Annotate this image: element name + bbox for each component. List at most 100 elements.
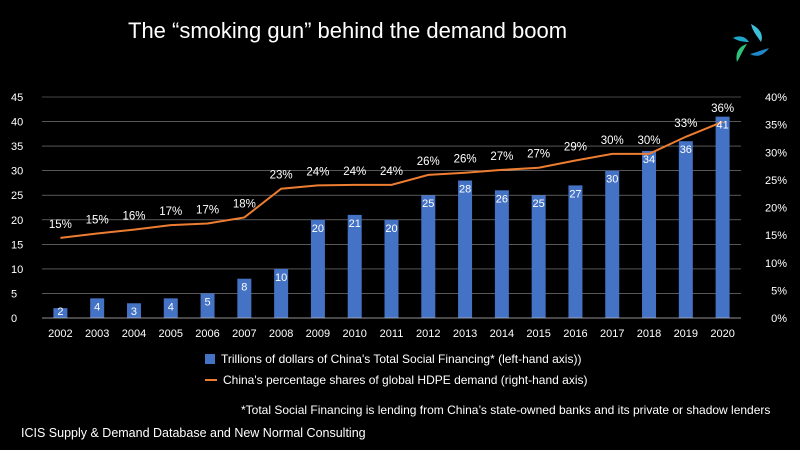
line-value-label: 26% xyxy=(417,156,440,168)
x-tick-label: 2020 xyxy=(710,328,734,340)
chart-title: The “smoking gun” behind the demand boom xyxy=(128,18,568,43)
line-value-label: 23% xyxy=(270,170,293,182)
line-value-label: 36% xyxy=(711,103,734,115)
x-tick-label: 2004 xyxy=(122,328,146,340)
bar-value-label: 8 xyxy=(241,282,247,294)
bar-value-label: 4 xyxy=(168,301,174,313)
line-value-label: 26% xyxy=(454,154,477,166)
x-tick-label: 2005 xyxy=(159,328,183,340)
left-tick-label: 35 xyxy=(11,141,23,153)
right-tick-label: 15% xyxy=(765,230,787,242)
left-tick-label: 30 xyxy=(11,166,23,178)
bar-value-label: 10 xyxy=(275,272,287,284)
line-value-label: 24% xyxy=(306,166,329,178)
x-tick-label: 2014 xyxy=(490,328,514,340)
right-tick-label: 20% xyxy=(765,203,787,215)
bar-value-label: 25 xyxy=(533,198,545,210)
legend-line-label: China's percentage shares of global HDPE… xyxy=(223,372,588,387)
bar-value-label: 27 xyxy=(569,188,581,200)
x-tick-label: 2018 xyxy=(637,328,661,340)
footnote: *Total Social Financing is lending from … xyxy=(241,403,771,417)
bar xyxy=(384,219,399,318)
bar-value-label: 30 xyxy=(606,174,618,186)
bar xyxy=(531,195,546,318)
line-value-label: 30% xyxy=(601,135,624,147)
left-tick-label: 15 xyxy=(11,239,23,251)
bar xyxy=(310,219,325,318)
legend-bar-swatch xyxy=(205,353,215,364)
x-tick-label: 2016 xyxy=(563,328,587,340)
left-tick-label: 10 xyxy=(11,264,23,276)
right-tick-label: 0% xyxy=(771,313,787,325)
x-tick-label: 2019 xyxy=(674,328,698,340)
bar-value-label: 26 xyxy=(496,193,508,205)
bar-value-label: 25 xyxy=(422,198,434,210)
source-note: ICIS Supply & Demand Database and New No… xyxy=(21,426,366,440)
right-tick-label: 5% xyxy=(771,285,787,297)
x-tick-label: 2009 xyxy=(306,328,330,340)
left-tick-label: 25 xyxy=(11,190,23,202)
x-tick-label: 2007 xyxy=(232,328,256,340)
right-tick-label: 35% xyxy=(765,120,787,132)
line-value-label: 27% xyxy=(527,149,550,161)
bar xyxy=(568,185,583,318)
line-value-label: 24% xyxy=(380,166,403,178)
bar-value-label: 4 xyxy=(94,301,100,313)
bar xyxy=(458,180,473,318)
bar-value-label: 28 xyxy=(459,183,471,195)
x-tick-label: 2012 xyxy=(416,328,440,340)
x-tick-label: 2015 xyxy=(526,328,550,340)
line-value-label: 24% xyxy=(343,166,366,178)
line-value-label: 15% xyxy=(86,214,109,226)
line-value-label: 30% xyxy=(638,135,661,147)
line-series xyxy=(60,120,723,239)
hdpe-share-line xyxy=(60,120,723,239)
line-value-label: 15% xyxy=(49,219,72,231)
bar-series xyxy=(53,116,730,319)
bar-value-label: 3 xyxy=(131,306,137,318)
x-tick-label: 2017 xyxy=(600,328,624,340)
line-value-label: 17% xyxy=(159,206,182,218)
bar xyxy=(347,214,362,318)
legend-line-swatch xyxy=(205,378,217,381)
bar xyxy=(421,195,436,318)
x-tick-label: 2013 xyxy=(453,328,477,340)
bar-value-label: 34 xyxy=(643,154,655,166)
bar xyxy=(237,278,252,318)
bar xyxy=(642,151,657,318)
right-tick-label: 10% xyxy=(765,258,787,270)
line-value-label: 18% xyxy=(233,198,256,210)
right-tick-label: 30% xyxy=(765,147,787,159)
bar xyxy=(274,268,289,318)
bar xyxy=(163,298,178,318)
axes: 0510152025303540450%5%10%15%20%25%30%35%… xyxy=(11,92,787,340)
bar-value-label: 5 xyxy=(204,296,210,308)
icis-logo-icon xyxy=(733,24,769,62)
line-value-label: 29% xyxy=(564,142,587,154)
bar xyxy=(494,190,509,318)
legend-item-bars: Trillions of dollars of China's Total So… xyxy=(205,348,588,369)
bar-value-label: 36 xyxy=(680,144,692,156)
x-tick-label: 2002 xyxy=(48,328,72,340)
left-tick-label: 40 xyxy=(11,117,23,129)
legend-item-line: China's percentage shares of global HDPE… xyxy=(205,369,588,390)
bar-value-label: 21 xyxy=(349,218,361,230)
line-value-label: 33% xyxy=(674,118,697,130)
bar xyxy=(53,308,68,318)
bar xyxy=(200,293,215,318)
x-tick-label: 2011 xyxy=(380,328,404,340)
right-tick-label: 25% xyxy=(765,175,787,187)
bar-value-label: 20 xyxy=(385,223,397,235)
bar-value-label: 20 xyxy=(312,223,324,235)
bar-value-label: 2 xyxy=(57,306,63,318)
left-tick-label: 5 xyxy=(11,288,17,300)
line-value-label: 16% xyxy=(122,211,145,223)
bar xyxy=(126,303,141,318)
legend-bar-label: Trillions of dollars of China's Total So… xyxy=(221,351,582,366)
x-tick-label: 2006 xyxy=(195,328,219,340)
bar xyxy=(678,141,693,318)
right-tick-label: 40% xyxy=(765,92,787,104)
left-tick-label: 0 xyxy=(11,313,17,325)
x-tick-label: 2008 xyxy=(269,328,293,340)
